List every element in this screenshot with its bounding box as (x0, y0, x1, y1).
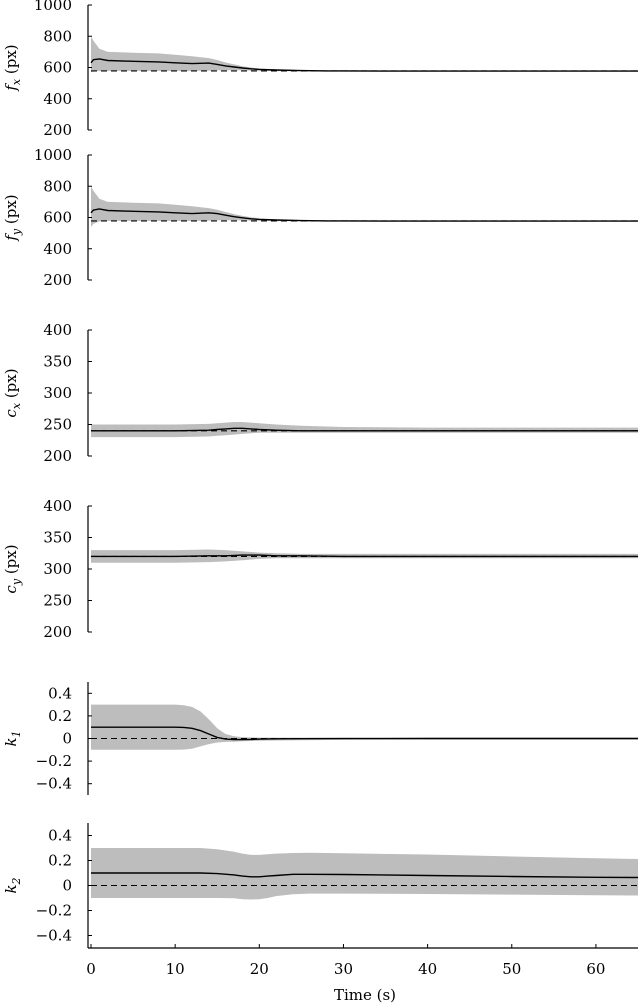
y-tick-label: 200 (43, 121, 72, 139)
subplot-cy: 200 250 300 350 400 cy (px) (2, 497, 638, 641)
y-axis-title: fy (px) (2, 194, 23, 241)
estimate-line (91, 726, 638, 741)
subplot-k2: −0.4 −0.2 0 0.2 0.4 k2 0 10 20 30 40 50 60 Time (s) (2, 823, 639, 1004)
y-tick-label: 400 (43, 90, 72, 108)
y-tick-label: 400 (43, 321, 72, 339)
uncertainty-band (91, 848, 638, 900)
estimate-line (91, 872, 639, 879)
y-tick-label: 200 (43, 447, 72, 465)
y-tick-label: 1000 (34, 0, 72, 14)
y-tick-label: 400 (43, 497, 72, 515)
y-axis-title: cx (px) (2, 368, 23, 417)
y-tick-label: 0.4 (48, 684, 72, 702)
y-tick-label: 0 (62, 877, 72, 895)
y-tick-label: 250 (43, 416, 72, 434)
estimate-line (90, 58, 638, 72)
y-tick-label: −0.4 (36, 775, 72, 793)
y-tick-label: 0.4 (48, 827, 72, 845)
y-tick-label: 1000 (34, 146, 72, 164)
y-tick-label: 0 (62, 730, 72, 748)
y-axis-title: k2 (2, 877, 23, 893)
y-tick-label: 0.2 (48, 707, 72, 725)
y-tick-label: −0.2 (36, 902, 72, 920)
subplot-k1: −0.4 −0.2 0 0.2 0.4 k1 (2, 682, 638, 795)
y-tick-label: 300 (43, 384, 72, 402)
x-tick-label: 50 (502, 960, 521, 978)
y-axis-title: fx (px) (2, 44, 23, 91)
uncertainty-band (91, 186, 638, 227)
y-tick-label: 250 (43, 592, 72, 610)
x-tick-label: 20 (250, 960, 269, 978)
x-tick-label: 10 (166, 960, 185, 978)
y-tick-label: 200 (43, 271, 72, 289)
x-tick-label: 30 (334, 960, 353, 978)
y-tick-label: 0.2 (48, 852, 72, 870)
x-tick-label: 40 (418, 960, 437, 978)
y-tick-label: −0.4 (36, 927, 72, 945)
y-tick-label: 400 (43, 240, 72, 258)
x-tick-label: 0 (86, 960, 96, 978)
uncertainty-band (91, 36, 638, 73)
estimate-line (90, 208, 638, 222)
x-tick-label: 60 (586, 960, 605, 978)
y-tick-label: 800 (43, 177, 72, 195)
y-tick-label: 200 (43, 623, 72, 641)
subplot-fx: 200 400 600 800 1000 fx (px) (2, 0, 638, 139)
y-tick-label: 600 (43, 59, 72, 77)
y-tick-label: 800 (43, 27, 72, 45)
y-tick-label: 350 (43, 353, 72, 371)
x-axis-title: Time (s) (334, 986, 396, 1004)
uncertainty-band (91, 422, 638, 438)
subplot-fy: 200 400 600 800 1000 fy (px) (2, 146, 638, 289)
estimate-line (91, 554, 638, 558)
subplot-cx: 200 250 300 350 400 cx (px) (2, 321, 638, 465)
y-tick-label: 600 (43, 209, 72, 227)
y-tick-label: 300 (43, 560, 72, 578)
y-axis-title: k1 (2, 730, 23, 746)
y-axis-title: cy (px) (2, 544, 23, 593)
estimate-line (91, 427, 638, 432)
y-tick-label: −0.2 (36, 752, 72, 770)
y-tick-label: 350 (43, 529, 72, 547)
